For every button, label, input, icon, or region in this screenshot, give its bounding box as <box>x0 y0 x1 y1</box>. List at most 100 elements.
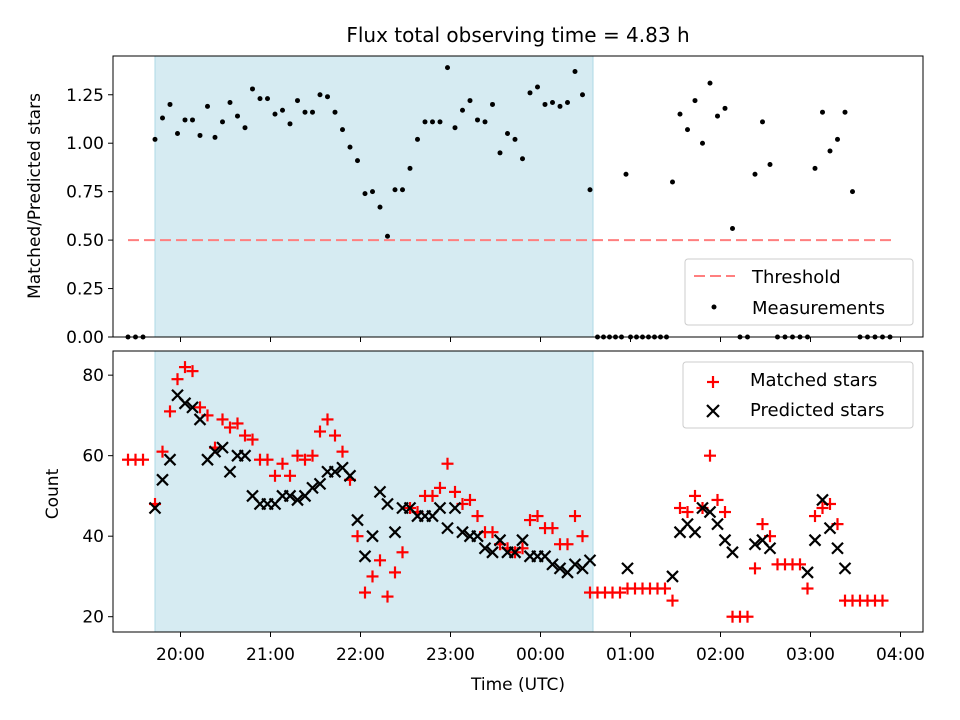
measurement-point <box>700 140 705 146</box>
predicted-star-point <box>433 501 447 515</box>
measurement-point <box>302 109 308 115</box>
predicted-star-point <box>186 401 199 414</box>
y-tick-label: 1.25 <box>66 86 104 106</box>
predicted-star-point <box>178 397 192 410</box>
matched-star-point <box>816 502 829 515</box>
measurement-point <box>407 165 413 171</box>
measurement-point <box>415 136 420 142</box>
predicted-star-point <box>703 505 717 519</box>
legend-predicted-swatch <box>706 404 720 418</box>
predicted-star-point <box>553 562 567 575</box>
measurement-point <box>452 125 458 131</box>
measurement-point <box>310 109 315 115</box>
measurement-point <box>812 165 818 171</box>
matched-star-point <box>381 590 394 603</box>
measurement-point <box>392 187 398 193</box>
measurement-point <box>677 111 683 117</box>
matched-star-point <box>794 558 806 571</box>
matched-star-point <box>156 445 169 458</box>
measurement-point <box>317 92 323 98</box>
matched-star-point <box>137 453 149 466</box>
count-y-ticks: 20 40 60 80 <box>82 366 113 628</box>
matched-star-point <box>194 401 206 414</box>
predicted-star-point <box>711 517 724 531</box>
predicted-star-point <box>471 529 484 543</box>
predicted-star-point <box>516 533 529 547</box>
count-shaded-span <box>154 350 594 633</box>
measurement-point <box>850 189 855 195</box>
measurement-point <box>212 134 218 140</box>
x-tick-label: 00:00 <box>516 645 565 665</box>
measurement-point <box>557 103 563 109</box>
y-tick-label: 0.75 <box>66 183 104 203</box>
predicted-star-point <box>688 525 702 539</box>
measurement-point <box>205 103 210 109</box>
predicted-star-point <box>306 481 319 495</box>
matched-star-point <box>186 365 199 378</box>
measurement-point <box>527 90 533 96</box>
matched-star-point <box>314 425 326 438</box>
legend-threshold-label: Threshold <box>751 267 841 288</box>
measurement-point <box>182 117 188 123</box>
predicted-star-point <box>223 465 237 479</box>
predicted-star-point <box>726 546 739 559</box>
matched-star-point <box>561 538 574 551</box>
measurement-point <box>340 127 345 133</box>
matched-star-point <box>246 433 259 446</box>
predicted-star-point <box>486 546 499 559</box>
predicted-star-point <box>748 537 762 551</box>
measurement-point <box>250 86 255 92</box>
count-legend: Matched stars Predicted stars <box>682 361 914 429</box>
predicted-star-point <box>148 501 162 515</box>
measurement-point <box>325 94 330 100</box>
matched-star-point <box>171 373 184 386</box>
measurement-point <box>482 119 488 125</box>
measurement-point <box>460 107 465 113</box>
matched-star-point <box>231 417 244 430</box>
measurement-point <box>572 69 578 75</box>
predicted-star-point <box>456 525 469 539</box>
predicted-star-point <box>801 566 814 579</box>
matched-star-point <box>441 457 454 470</box>
measurement-point <box>842 109 848 115</box>
count-y-axis-label: Count <box>43 468 63 519</box>
predicted-star-point <box>568 558 582 571</box>
predicted-star-point <box>508 546 522 559</box>
matched-star-point <box>321 413 334 426</box>
measurement-point <box>362 191 368 197</box>
legend-matched-label: Matched stars <box>750 370 877 391</box>
predicted-star-point <box>838 562 852 575</box>
matched-star-point <box>276 457 289 470</box>
matched-star-point <box>809 510 821 523</box>
measurement-point <box>623 171 629 177</box>
matched-star-point <box>756 518 769 531</box>
y-tick-label: 40 <box>82 527 104 547</box>
legend-measurements-swatch <box>711 304 717 310</box>
predicted-star-point <box>193 413 207 426</box>
matched-star-point <box>389 566 401 579</box>
predicted-star-point <box>358 550 372 563</box>
predicted-star-point <box>373 485 387 499</box>
measurement-point <box>587 187 593 193</box>
matched-star-point <box>689 489 701 502</box>
matched-star-point <box>291 449 304 462</box>
predicted-star-point <box>366 529 379 543</box>
count-axes-frame <box>112 350 924 633</box>
predicted-star-point <box>216 441 229 454</box>
measurement-point <box>370 189 375 195</box>
matched-star-point <box>239 429 251 442</box>
matched-star-point <box>681 506 694 519</box>
count-x-ticks: 20:00 21:00 22:00 23:00 00:00 01:00 02:00 03:00… <box>156 632 925 665</box>
measurement-point <box>692 98 698 104</box>
legend-predicted-label: Predicted stars <box>750 400 884 421</box>
predicted-star-point <box>343 469 357 483</box>
matched-star-point <box>216 413 229 426</box>
measurement-point <box>827 148 833 154</box>
predicted-star-point <box>208 445 222 458</box>
matched-star-point <box>179 361 191 374</box>
measurement-point <box>445 65 450 71</box>
measurement-point <box>490 101 495 107</box>
matched-star-point <box>659 582 671 595</box>
measurement-point <box>565 100 570 106</box>
